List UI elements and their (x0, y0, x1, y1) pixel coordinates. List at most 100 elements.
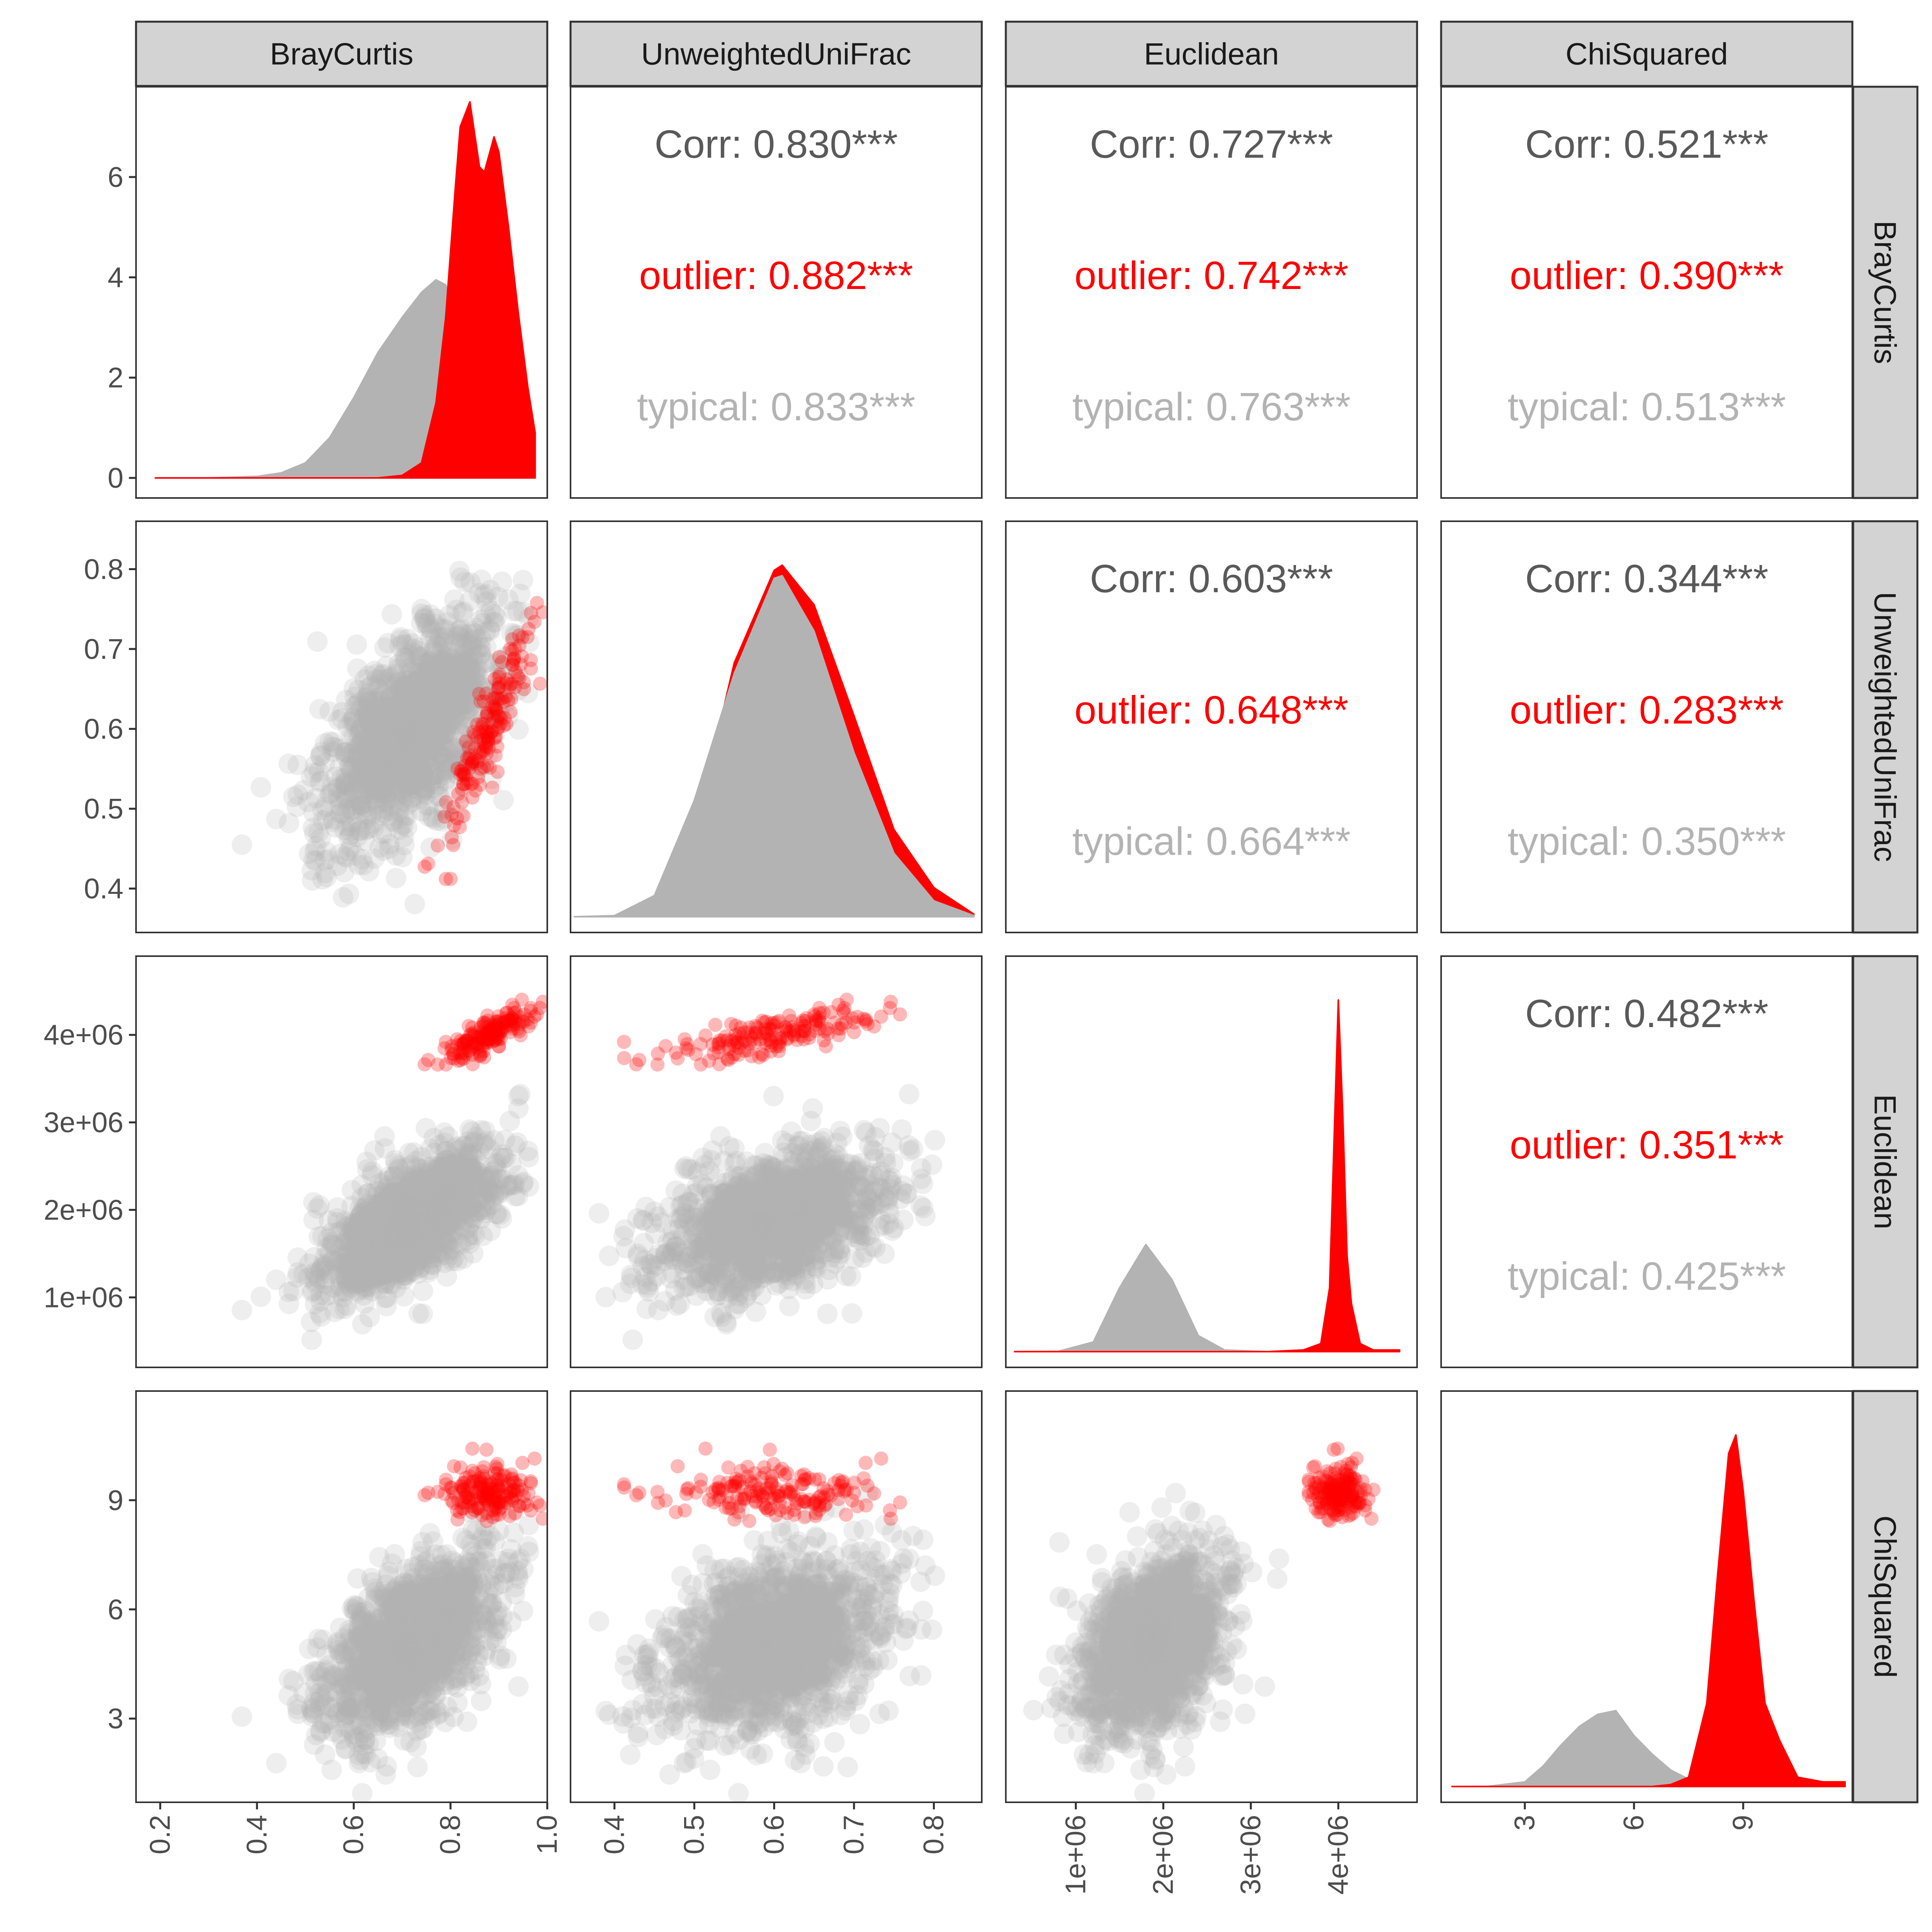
typical-point (800, 1226, 821, 1247)
typical-point (428, 1214, 449, 1235)
typical-point (769, 1219, 790, 1240)
typical-point (392, 727, 413, 748)
typical-point (421, 1210, 442, 1231)
typical-point (383, 1192, 404, 1213)
typical-point (724, 1138, 745, 1159)
typical-point (348, 679, 369, 700)
typical-point (429, 1175, 450, 1196)
outlier-point (508, 680, 522, 694)
outlier-point (485, 1018, 500, 1032)
typical-point (402, 1172, 423, 1193)
typical-point (250, 777, 271, 798)
typical-point (399, 728, 420, 749)
typical-point (749, 1197, 770, 1217)
typical-point (755, 1174, 776, 1195)
typical-point (656, 1244, 677, 1265)
typical-point (441, 1197, 462, 1218)
typical-point (755, 1220, 776, 1240)
typical-point (781, 1167, 802, 1188)
typical-point (446, 1179, 467, 1200)
typical-point (470, 628, 491, 649)
typical-point (452, 1183, 473, 1204)
typical-point (749, 1214, 770, 1235)
outlier-point (764, 1044, 778, 1059)
typical-point (804, 1229, 824, 1250)
typical-point (683, 1256, 703, 1277)
typical-point (738, 1171, 759, 1192)
typical-point (395, 1214, 416, 1235)
typical-point (729, 1225, 750, 1246)
typical-point (371, 721, 392, 742)
typical-point (370, 1198, 391, 1219)
typical-point (699, 1263, 720, 1284)
typical-point (760, 1200, 781, 1221)
outlier-point (783, 1024, 798, 1039)
typical-point (349, 1273, 369, 1294)
outlier-point (505, 1011, 519, 1026)
typical-point (467, 1201, 488, 1222)
typical-point (389, 636, 410, 656)
typical-point (373, 1183, 394, 1204)
typical-point (709, 1244, 730, 1265)
typical-point (439, 1188, 460, 1209)
outlier-point (813, 1006, 827, 1020)
outlier-point (765, 1022, 779, 1036)
typical-point (423, 698, 444, 719)
typical-point (824, 1201, 845, 1222)
typical-point (702, 1264, 723, 1285)
typical-point (745, 1204, 766, 1225)
typical-point (464, 689, 485, 710)
typical-point (442, 1201, 462, 1222)
typical-point (678, 1159, 699, 1180)
typical-point (730, 1208, 751, 1229)
typical-point (378, 633, 399, 654)
typical-point (504, 668, 525, 689)
typical-point (386, 702, 407, 723)
typical-point (341, 1180, 362, 1201)
typical-point (853, 1215, 874, 1236)
typical-point (429, 1156, 450, 1177)
typical-point (308, 761, 329, 782)
typical-point (732, 1227, 753, 1248)
typical-point (348, 1237, 369, 1258)
typical-point (451, 1174, 472, 1195)
typical-point (405, 765, 425, 786)
typical-point (794, 1179, 815, 1200)
typical-point (423, 732, 444, 753)
typical-point (762, 1253, 782, 1274)
typical-point (440, 647, 461, 668)
typical-point (434, 759, 455, 780)
outlier-point (831, 1021, 845, 1036)
outlier-point (453, 1053, 468, 1067)
typical-point (708, 1281, 729, 1302)
typical-point (773, 1241, 794, 1262)
typical-point (421, 621, 442, 642)
typical-point (413, 1187, 434, 1208)
typical-point (835, 1207, 856, 1228)
typical-point (429, 725, 450, 746)
typical-point (762, 1227, 783, 1248)
typical-point (429, 661, 450, 682)
typical-point (347, 1233, 367, 1253)
typical-point (433, 1199, 453, 1220)
typical-point (811, 1216, 832, 1237)
outlier-point (520, 1012, 535, 1027)
typical-point (513, 1173, 533, 1194)
typical-point (343, 1272, 364, 1293)
typical-point (679, 1247, 700, 1268)
typical-point (418, 663, 439, 684)
outlier-point (698, 1028, 713, 1043)
typical-point (358, 677, 379, 698)
typical-point (770, 1179, 791, 1200)
typical-point (341, 748, 362, 768)
typical-point (444, 737, 465, 758)
typical-point (789, 1238, 810, 1259)
typical-point (795, 1167, 816, 1188)
typical-point (341, 1223, 362, 1244)
typical-point (821, 1171, 842, 1191)
typical-point (426, 635, 447, 656)
typical-point (392, 1214, 413, 1235)
typical-point (513, 1171, 534, 1192)
typical-point (764, 1217, 785, 1238)
outlier-point (491, 1024, 505, 1038)
